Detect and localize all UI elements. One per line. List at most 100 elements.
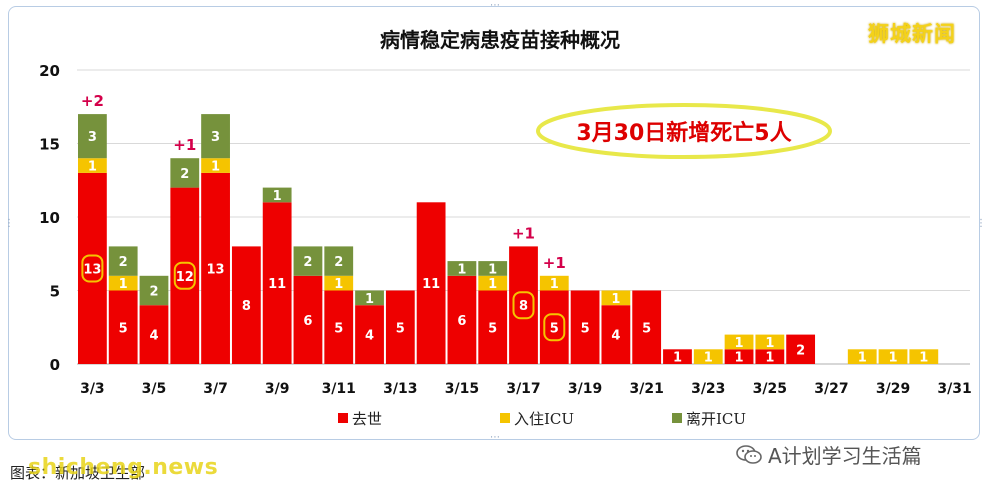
legend: 去世 入住ICU 离开ICU [338, 410, 746, 428]
bar-value-label: 4 [149, 329, 158, 344]
callout-ellipse [536, 103, 832, 159]
bar-value-label: 4 [611, 329, 620, 344]
x-tick-label: 3/19 [568, 381, 602, 397]
bar-icu_in [108, 275, 138, 291]
bar-value-label: 1 [550, 277, 559, 292]
legend-label-death: 去世 [352, 410, 382, 428]
bar-death [355, 305, 384, 364]
bar-icu_in [878, 349, 908, 364]
bar-value-label: 13 [83, 262, 101, 277]
bar-icu_in [693, 349, 723, 364]
y-tick-label: 5 [50, 283, 60, 301]
brand-logo: 狮城新闻 [868, 22, 956, 46]
bar-value-label: 1 [365, 292, 374, 307]
bar-death [447, 275, 477, 364]
resize-handle-top[interactable]: ⋯ [490, 0, 500, 11]
wechat-account-name: A计划学习生活篇 [768, 444, 922, 468]
bar-icu_in [78, 158, 107, 173]
bar-value-label: 5 [581, 321, 590, 336]
bar-icu_in [755, 334, 785, 350]
bar-icu_out [139, 275, 169, 306]
circle-highlight [173, 261, 196, 290]
bar-death [786, 334, 816, 364]
x-tick-label: 3/15 [445, 381, 479, 397]
bar-value-label: 11 [268, 277, 286, 292]
increase-annotation: +2 [81, 92, 104, 110]
bar-death [755, 349, 785, 364]
bar-death [478, 290, 508, 364]
bar-value-label: 5 [488, 321, 497, 336]
bar-value-label: 1 [488, 262, 497, 277]
callout: 3月30日新增死亡5人 [536, 103, 832, 159]
x-tick-label: 3/3 [80, 381, 105, 397]
bar-icu_out [78, 114, 107, 159]
bar-value-label: 12 [176, 270, 194, 285]
x-tick-label: 3/23 [691, 381, 725, 397]
bar-value-label: 4 [365, 329, 374, 344]
chart-caption: 图表：新加坡卫生部 [10, 464, 146, 482]
bar-icu_out [170, 158, 200, 188]
bar-value-label: 2 [180, 167, 189, 182]
circle-highlight [512, 291, 535, 320]
wechat-icon [736, 444, 762, 464]
bar-value-label: 5 [334, 321, 343, 336]
x-tick-label: 3/5 [142, 381, 167, 397]
bar-death [601, 305, 631, 364]
circle-highlight [543, 313, 566, 342]
bar-value-label: 5 [642, 321, 651, 336]
legend-label-icu_in: 入住ICU [514, 410, 574, 428]
bar-value-label: 1 [858, 351, 867, 366]
x-tick-label: 3/7 [203, 381, 228, 397]
bar-icu_out [355, 290, 384, 306]
bar-value-label: 2 [119, 255, 128, 270]
bar-icu_in [478, 275, 508, 291]
y-tick-label: 15 [39, 136, 60, 154]
bar-value-label: 1 [211, 160, 220, 175]
bar-value-label: 1 [704, 351, 713, 366]
bar-value-label: 1 [119, 277, 128, 292]
bar-value-label: 1 [765, 336, 774, 351]
bar-icu_in [909, 349, 939, 364]
bar-value-label: 2 [149, 285, 158, 300]
bar-icu_out [262, 187, 292, 203]
x-tick-label: 3/9 [265, 381, 290, 397]
bar-value-label: 1 [735, 336, 744, 351]
bar-value-label: 5 [550, 321, 559, 336]
bar-value-label: 2 [796, 343, 805, 358]
bar-value-label: 5 [119, 321, 128, 336]
bar-value-label: 1 [673, 351, 682, 366]
increase-annotation: +1 [173, 136, 196, 154]
bar-death [139, 305, 169, 364]
bar-value-label: 1 [765, 351, 774, 366]
legend-label-icu_out: 离开ICU [686, 410, 746, 428]
bar-value-label: 1 [888, 351, 897, 366]
bar-icu_in [539, 275, 569, 291]
resize-handle-right[interactable]: ⋮ [976, 218, 986, 229]
chart-title: 病情稳定病患疫苗接种概况 [380, 28, 620, 52]
bar-icu_out [108, 246, 138, 276]
y-tick-label: 20 [39, 62, 60, 80]
bar-death [570, 290, 600, 364]
resize-handle-bottom[interactable]: ⋯ [490, 432, 500, 443]
bar-value-label: 2 [334, 255, 343, 270]
bar-death [108, 290, 138, 364]
x-tick-label: 3/21 [630, 381, 664, 397]
bar-icu_out [447, 261, 477, 276]
bar-value-label: 8 [519, 299, 528, 314]
bar-death [632, 290, 662, 364]
resize-handle-left[interactable]: ⋮ [4, 218, 14, 229]
x-tick-label: 3/29 [876, 381, 910, 397]
x-tick-label: 3/17 [506, 381, 540, 397]
bar-death [416, 202, 446, 364]
bar-value-label: 3 [211, 130, 220, 145]
bar-value-label: 13 [207, 262, 225, 277]
bar-icu_in [324, 275, 354, 291]
y-axis: 0 5 10 15 20 [39, 62, 60, 374]
y-tick-label: 10 [39, 209, 60, 227]
bar-value-label: 5 [396, 321, 405, 336]
bar-death [385, 290, 415, 364]
bar-icu_out [478, 261, 508, 276]
bar-value-label: 1 [919, 351, 928, 366]
chart-frame [8, 6, 980, 440]
